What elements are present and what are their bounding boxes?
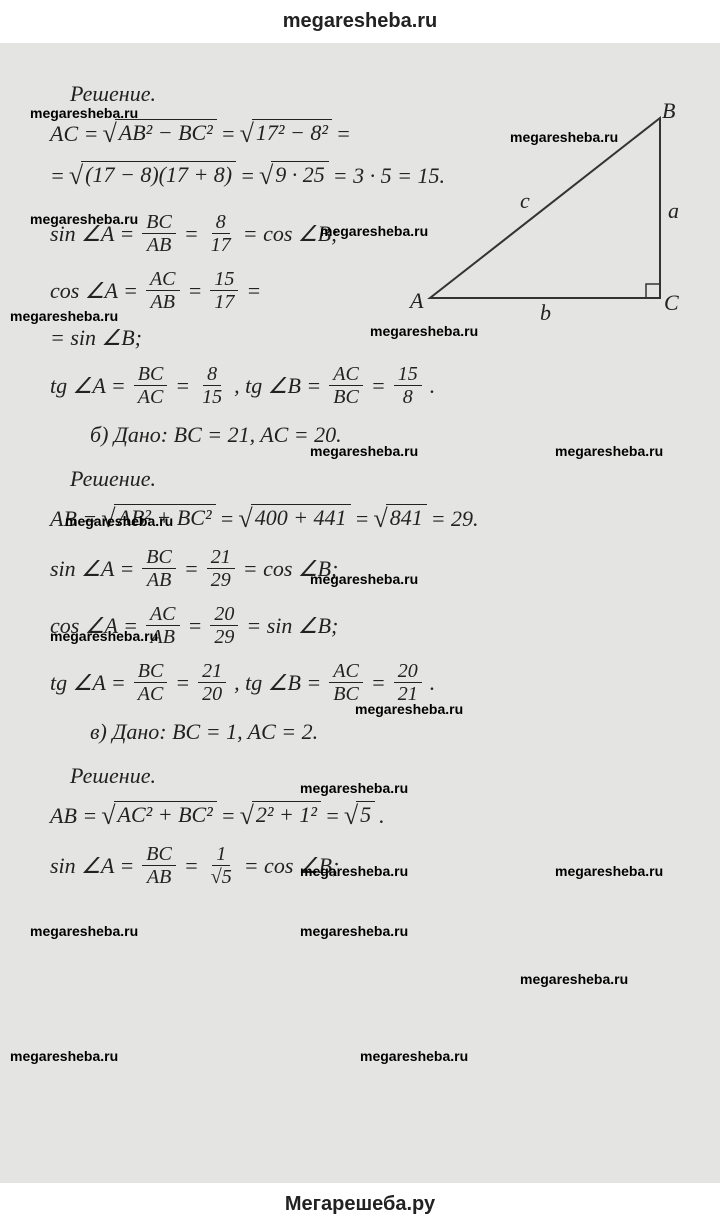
eq-b-tg: tg ∠A = BCAC = 2120 , tg ∠B = ACBC = 202…	[50, 660, 690, 705]
solution-heading-b: Решение.	[70, 466, 690, 492]
watermark: megaresheba.ru	[10, 1048, 118, 1064]
page-content: megaresheba.ru megaresheba.ru megaresheba.…	[0, 43, 720, 1183]
side-a: a	[668, 198, 679, 224]
watermark: megaresheba.ru	[300, 923, 408, 939]
side-c: c	[520, 188, 530, 214]
triangle-figure: A B C a b c	[410, 98, 690, 318]
watermark: megaresheba.ru	[300, 863, 408, 879]
watermark: megaresheba.ru	[65, 513, 173, 529]
vertex-b: B	[662, 98, 675, 124]
watermark: megaresheba.ru	[360, 1048, 468, 1064]
watermark: megaresheba.ru	[50, 628, 158, 644]
watermark: megaresheba.ru	[300, 780, 408, 796]
eq-c-ab: AB = AC² + BC² = 2² + 1² = 5 .	[50, 801, 690, 831]
eq-a-tg: tg ∠A = BCAC = 815 , tg ∠B = ACBC = 158 …	[50, 363, 690, 408]
watermark: megaresheba.ru	[30, 211, 138, 227]
watermark: megaresheba.ru	[555, 443, 663, 459]
watermark: megaresheba.ru	[370, 323, 478, 339]
vertex-a: A	[410, 288, 423, 314]
site-header: megaresheba.ru	[0, 0, 720, 43]
watermark: megaresheba.ru	[30, 105, 138, 121]
watermark: megaresheba.ru	[520, 971, 628, 987]
watermark: megaresheba.ru	[355, 701, 463, 717]
vertex-c: C	[664, 290, 679, 316]
watermark: megaresheba.ru	[555, 863, 663, 879]
watermark: megaresheba.ru	[310, 443, 418, 459]
watermark: megaresheba.ru	[310, 571, 418, 587]
given-c: в) Дано: BC = 1, AC = 2.	[90, 719, 690, 745]
site-footer: Мегарешеба.ру	[0, 1183, 720, 1226]
side-b: b	[540, 300, 551, 326]
watermark: megaresheba.ru	[10, 308, 118, 324]
watermark: megaresheba.ru	[30, 923, 138, 939]
